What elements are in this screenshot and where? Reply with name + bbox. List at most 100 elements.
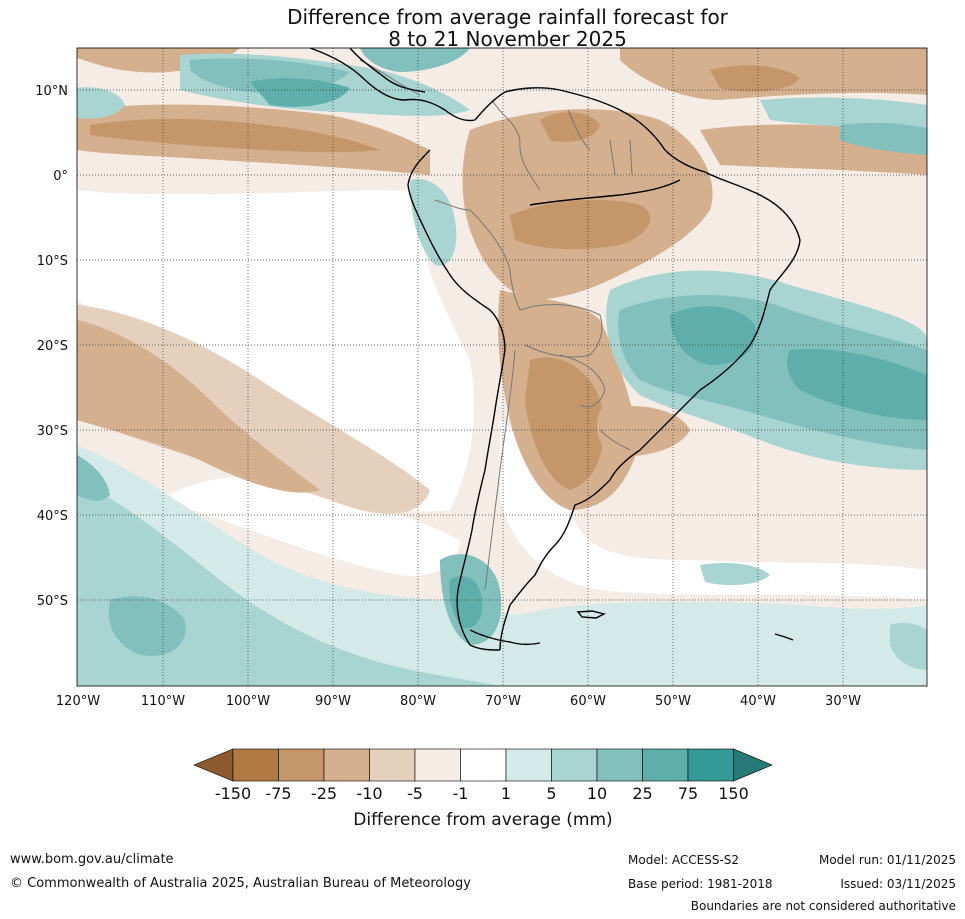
wet-southwest-pacific [77,455,110,501]
wet-south-atlantic-core [787,349,927,420]
border-guyana-suriname [609,139,616,176]
dry-south-pacific [77,305,430,514]
colorbar-arrow-low [193,748,234,782]
coast-tierra-del-fuego [469,629,541,646]
coast-south-america-north [474,87,801,241]
country-borders [359,59,633,591]
dry-band-north-pacific-core [90,118,380,153]
border-ecuador-peru [434,199,471,211]
coast-central-america [309,48,476,122]
map-title-line1: Difference from average rainfall forecas… [287,5,728,29]
lon-label: 80°W [400,694,436,709]
colorbar-tick-label: -150 [215,784,251,803]
colorbar-tick-label: -5 [407,784,423,803]
footer-base-period: Base period: 1981-2018 [628,877,773,891]
wet-north-atlantic-core [840,122,927,155]
lat-label: 20°S [37,339,68,354]
lon-label: 40°W [740,694,776,709]
border-peru-brazil [469,209,521,311]
colorbar-tick-label: -25 [311,784,337,803]
border-bolivia [519,304,603,358]
coastlines [309,48,801,651]
colorbar-tick-label: 25 [632,784,652,803]
footer-copyright: © Commonwealth of Australia 2025, Austra… [10,876,471,891]
colorbar-segment [460,748,507,782]
border-suriname-guiana [629,139,633,176]
neutral-zone-pacific [77,190,474,512]
coast-south-east [499,449,641,651]
colorbar-tick-label: -1 [453,784,469,803]
colorbar-tick-label: 1 [501,784,511,803]
colorbar-segment [551,748,598,782]
lat-label: 30°S [37,424,68,439]
wet-far-southeast [890,622,927,670]
dry-argentina-core [525,357,604,490]
lon-label: 50°W [655,694,691,709]
footer-model-run: Model run: 01/11/2025 [818,853,956,867]
coast-caribbean-north [349,48,426,93]
lat-label: 0° [53,169,68,184]
dry-atlantic-north-core [710,65,800,92]
rainfall-anomaly-field [77,48,927,686]
wet-brazil-core [670,306,756,365]
colorbar-segment [505,748,552,782]
wet-south-atlantic-patch [700,563,770,586]
wet-colombia-coast [410,179,457,266]
wet-west-pacific [77,87,125,119]
neutral-zone-south-atlantic [500,420,927,600]
longitude-labels: 120°W 110°W 100°W 90°W 80°W 70°W 60°W 50… [56,694,861,709]
colorbar-tick-label: 75 [678,784,698,803]
dry-amazon-core [510,199,651,250]
map-title-line2: 8 to 21 November 2025 [388,27,627,51]
wet-southern-ocean-core [108,596,186,656]
colorbar-segment [687,748,734,782]
footer-disclaimer: Boundaries are not considered authoritat… [690,899,956,913]
lat-label: 10°N [35,84,68,99]
dry-southern-brazil [597,406,690,457]
colorbar-segment [596,748,643,782]
coast-amazon-river [529,179,681,206]
neutral-zone-south-pacific [160,476,460,576]
colorbar-segment [232,748,279,782]
colorbar: -150 -75 -25 -10 -5 -1 1 5 10 25 75 150 … [193,748,773,830]
lon-label: 110°W [141,694,185,709]
colorbar-tick-label: -75 [265,784,291,803]
coast-south-georgia [774,633,794,641]
border-venezuela-guyana [567,109,591,151]
coast-brazil-east [639,239,801,451]
colorbar-segment [369,748,416,782]
lon-label: 30°W [825,694,861,709]
footer-issued: Issued: 03/11/2025 [840,877,956,891]
wet-caribbean [360,48,470,72]
colorbar-segment [414,748,461,782]
map-frame [76,47,928,687]
footer-url: www.bom.gov.au/climate [10,852,174,867]
colorbar-segment [642,748,689,782]
lon-label: 100°W [226,694,270,709]
dry-guianas-core [540,112,600,142]
footer-model: Model: ACCESS-S2 [628,853,740,867]
wet-north-atlantic-band [760,97,927,130]
lon-label: 60°W [570,694,606,709]
lat-label: 40°S [37,509,68,524]
lon-label: 120°W [56,694,100,709]
graticule [77,48,927,686]
wet-central-america-peak [250,78,350,107]
colorbar-arrow-high [733,748,773,782]
colorbar-tick-label: 5 [546,784,556,803]
colorbar-tick-label: 150 [718,784,749,803]
colorbar-segment [323,748,370,782]
coast-falklands [576,610,607,619]
dry-south-pacific-core [77,320,320,493]
coast-west [407,149,506,651]
lon-label: 90°W [315,694,351,709]
border-uruguay [599,429,631,451]
lat-label: 10°S [37,254,68,269]
lon-label: 70°W [485,694,521,709]
border-colombia-venezuela [491,99,541,191]
latitude-labels: 10°N 0° 10°S 20°S 30°S 40°S 50°S [35,84,68,609]
colorbar-tick-label: 10 [587,784,607,803]
border-paraguay [559,354,606,408]
colorbar-tick-label: -10 [356,784,382,803]
